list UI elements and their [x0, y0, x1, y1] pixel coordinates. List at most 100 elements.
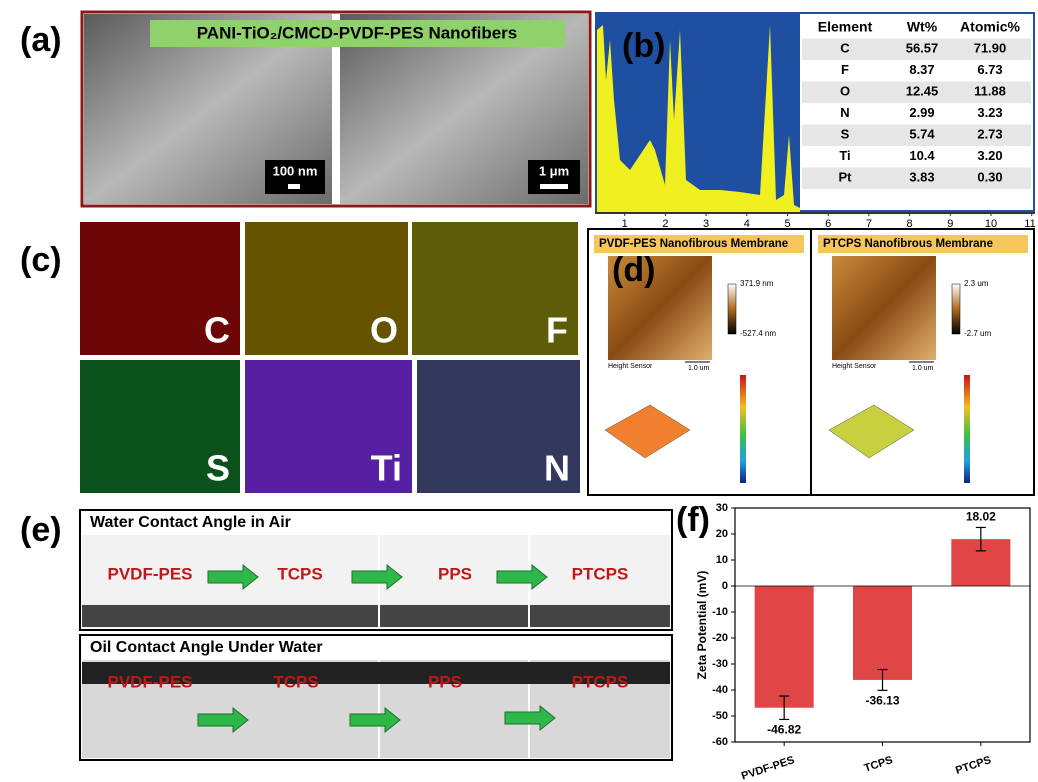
- substrate: [82, 605, 232, 627]
- map-dots: [412, 222, 578, 355]
- table-cell: F: [841, 62, 849, 77]
- table-cell: 11.88: [974, 84, 1006, 99]
- table-cell: 2.99: [909, 105, 934, 120]
- membrane-title: PVDF-PES Nanofibrous Membrane: [599, 238, 788, 250]
- x-tick-label: PVDF-PES: [740, 754, 796, 782]
- table-cell: 3.83: [909, 170, 934, 185]
- bar: [754, 586, 814, 708]
- sample-label: TCPS: [273, 672, 318, 691]
- table-cell: O: [840, 84, 850, 99]
- panel-label: (f): [676, 501, 710, 539]
- scale-min: -2.7 um: [964, 329, 991, 338]
- x-tick-label: 1: [622, 218, 628, 230]
- contact-angle: Water Contact Angle in Air PVDF-PES TCPS PP…: [79, 509, 673, 761]
- x-tick-label: 9: [947, 218, 953, 230]
- panel-title: PANI-TiO₂/CMCD-PVDF-PES Nanofibers: [197, 23, 518, 42]
- x-tick-label: 7: [866, 218, 872, 230]
- x-tick-label: 8: [907, 218, 913, 230]
- scale-min: -527.4 nm: [740, 329, 776, 338]
- table-cell: Pt: [839, 170, 853, 185]
- afm-3d: [828, 404, 915, 459]
- x-tick-label: PTCPS: [954, 754, 993, 777]
- x-tick-label: 5: [784, 218, 790, 230]
- element-label: N: [544, 448, 570, 489]
- map-dots: [245, 360, 412, 493]
- panel-label: (d): [612, 251, 655, 289]
- color-bar: [740, 375, 746, 483]
- y-tick-label: 20: [716, 528, 728, 540]
- table-row: [802, 38, 1031, 60]
- map-tint: [412, 222, 578, 355]
- panel-label: (e): [20, 511, 62, 549]
- substrate: [82, 662, 670, 684]
- y-tick-label: 0: [722, 580, 728, 592]
- x-axis: 1 2 3 4 5 6 7 8 9 10 11: [622, 212, 1036, 230]
- color-bar: [727, 283, 737, 335]
- row-title: Water Contact Angle in Air: [90, 514, 291, 531]
- table-cell: 5.74: [909, 127, 935, 142]
- color-bar: [951, 283, 961, 335]
- arrow: [207, 563, 259, 591]
- sample-label: PTCPS: [572, 564, 629, 583]
- afm-3d: [604, 404, 691, 459]
- y-tick-label: -10: [712, 606, 728, 618]
- table-row: [802, 146, 1031, 168]
- data-label: -36.13: [865, 694, 899, 708]
- frame: [80, 10, 592, 208]
- map-tint: [245, 360, 412, 493]
- table-cell: N: [840, 105, 849, 120]
- map-dots: [80, 360, 240, 493]
- table-cell: 71.90: [974, 41, 1007, 56]
- y-tick-label: -30: [712, 658, 728, 670]
- arrow: [349, 706, 401, 734]
- y-tick-label: -40: [712, 684, 728, 696]
- element-label: F: [546, 310, 568, 351]
- panel-label: (b): [622, 27, 665, 65]
- scale-bar-label: 100 nm: [273, 163, 318, 178]
- table-cell: S: [841, 127, 850, 142]
- x-tick-label: TCPS: [863, 754, 895, 774]
- table-cell: 3.23: [977, 105, 1002, 120]
- x-tick-label: 3: [703, 218, 709, 230]
- arrow: [496, 563, 548, 591]
- scale-bar-label: 1 μm: [539, 163, 569, 178]
- map-tint: [417, 360, 580, 493]
- map-tint: [245, 222, 408, 355]
- table-header: Element: [818, 19, 873, 35]
- axis: [595, 212, 1035, 214]
- title-box: [594, 235, 804, 253]
- sample-label: PVDF-PES: [107, 672, 192, 691]
- panel-label: (a): [20, 21, 62, 59]
- row-title: Oil Contact Angle Under Water: [90, 639, 323, 656]
- map-dots: [80, 222, 240, 355]
- table-cell: 12.45: [906, 84, 939, 99]
- arrow: [504, 704, 556, 732]
- y-tick-label: 30: [716, 502, 728, 514]
- x-tick-label: 6: [825, 218, 831, 230]
- map-dots: [417, 360, 580, 493]
- arrow: [351, 563, 403, 591]
- table-cell: 56.57: [906, 41, 939, 56]
- scale-bar-label: 1.0 um: [688, 365, 710, 372]
- data-label: -46.82: [767, 723, 801, 737]
- data-label: 18.02: [966, 510, 996, 524]
- table-cell: 2.73: [977, 127, 1002, 142]
- title-box: [818, 235, 1028, 253]
- scale-bar-label: 1.0 um: [912, 365, 934, 372]
- sample-label: PPS: [428, 672, 462, 691]
- y-tick-label: -20: [712, 632, 728, 644]
- table-row: [802, 167, 1031, 189]
- table-row: [802, 60, 1031, 82]
- table-header: Atomic%: [960, 19, 1020, 35]
- x-tick-label: 2: [662, 218, 668, 230]
- spectrum: [597, 25, 800, 212]
- sample-label: PTCPS: [572, 672, 629, 691]
- color-bar: [964, 375, 970, 483]
- substrate: [380, 605, 528, 627]
- table-cell: 8.37: [909, 62, 934, 77]
- arrow: [197, 706, 249, 734]
- sample-label: PPS: [438, 564, 472, 583]
- table-cell: Ti: [839, 148, 850, 163]
